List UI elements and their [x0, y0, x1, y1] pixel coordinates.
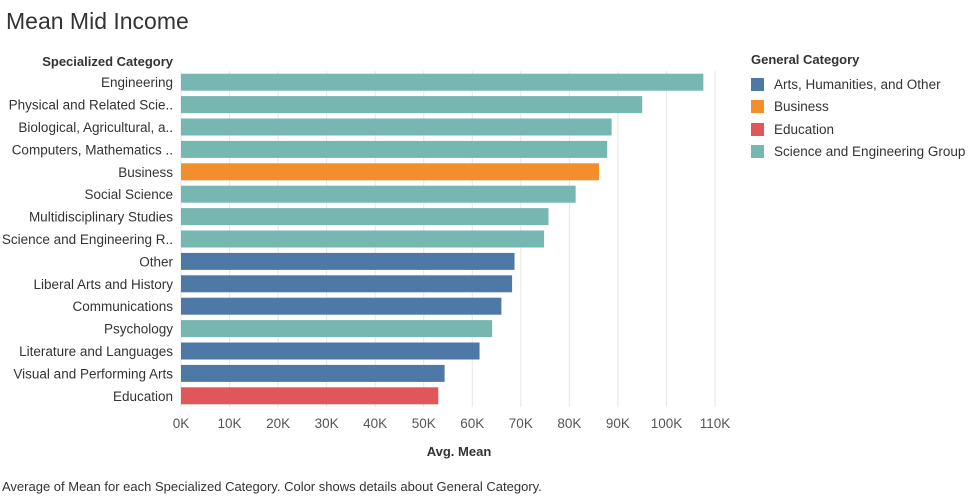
legend-swatch — [751, 77, 764, 91]
bar[interactable] — [181, 185, 576, 203]
bar[interactable] — [181, 342, 480, 360]
bar[interactable] — [181, 140, 608, 158]
category-label: Other — [139, 254, 173, 269]
category-label: Education — [113, 389, 173, 404]
x-tick-label: 100K — [651, 416, 683, 431]
x-tick-label: 110K — [700, 416, 731, 431]
legend-swatch — [751, 100, 764, 114]
bar[interactable] — [181, 387, 439, 405]
x-tick-label: 30K — [315, 416, 339, 431]
legend-item[interactable]: Science and Engineering Group — [751, 141, 965, 164]
x-tick-label: 10K — [218, 416, 242, 431]
bar[interactable] — [181, 118, 612, 136]
category-label: Multidisciplinary Studies — [29, 210, 173, 225]
legend-label: Business — [774, 99, 829, 115]
bar-chart: Engineering Physical and Related Scie.. Bi… — [2, 54, 731, 459]
x-tick-label: 20K — [266, 416, 290, 431]
bar[interactable] — [181, 364, 445, 382]
x-axis-ticks: 0K 10K 20K 30K 40K 50K 60K 70K 80K 90K 100K 110K — [173, 416, 731, 431]
bar[interactable] — [181, 208, 549, 226]
category-label: Communications — [72, 299, 173, 314]
category-label: Liberal Arts and History — [33, 277, 173, 292]
category-label: Literature and Languages — [19, 344, 173, 359]
bar[interactable] — [181, 297, 502, 315]
x-tick-label: 80K — [557, 416, 581, 431]
legend-swatch — [751, 145, 764, 159]
legend-title: General Category — [751, 52, 860, 67]
bar[interactable] — [181, 230, 545, 248]
bar[interactable] — [181, 73, 704, 91]
legend-label: Education — [774, 121, 835, 137]
bar[interactable] — [181, 275, 513, 293]
x-tick-label: 50K — [412, 416, 436, 431]
bar[interactable] — [181, 252, 515, 270]
x-tick-label: 40K — [363, 416, 387, 431]
bar[interactable] — [181, 320, 493, 338]
y-axis-title: Specialized Category — [42, 54, 174, 69]
category-label: Biological, Agricultural, a.. — [18, 120, 173, 135]
x-tick-label: 0K — [173, 416, 190, 431]
category-label: Computers, Mathematics .. — [12, 142, 173, 157]
x-tick-label: 70K — [509, 416, 533, 431]
legend-label: Arts, Humanities, and Other — [774, 76, 941, 92]
chart-title: Mean Mid Income — [6, 8, 189, 34]
legend-label: Science and Engineering Group — [774, 144, 966, 160]
x-tick-label: 90K — [606, 416, 630, 431]
legend-swatch — [751, 122, 764, 136]
category-label: Engineering — [101, 75, 173, 90]
x-axis-title: Avg. Mean — [427, 444, 492, 459]
category-label: Business — [118, 165, 173, 180]
category-label: Visual and Performing Arts — [13, 366, 173, 381]
x-tick-label: 60K — [460, 416, 484, 431]
legend-item[interactable]: Arts, Humanities, and Other — [751, 73, 965, 96]
category-label: Psychology — [104, 322, 173, 337]
bars — [181, 73, 704, 405]
category-label: Physical and Related Scie.. — [9, 98, 173, 113]
legend-item[interactable]: Education — [751, 118, 965, 141]
category-labels: Engineering Physical and Related Scie.. Bi… — [2, 75, 174, 404]
legend: General Category Arts, Humanities, and O… — [751, 52, 965, 163]
legend-items: Arts, Humanities, and Other Business Educa… — [751, 73, 965, 163]
bar[interactable] — [181, 96, 643, 114]
bar[interactable] — [181, 163, 599, 181]
category-label: Social Science — [84, 187, 173, 202]
category-label: Science and Engineering R.. — [2, 232, 173, 247]
chart-caption: Average of Mean for each Specialized Cat… — [2, 479, 542, 494]
legend-item[interactable]: Business — [751, 96, 965, 119]
